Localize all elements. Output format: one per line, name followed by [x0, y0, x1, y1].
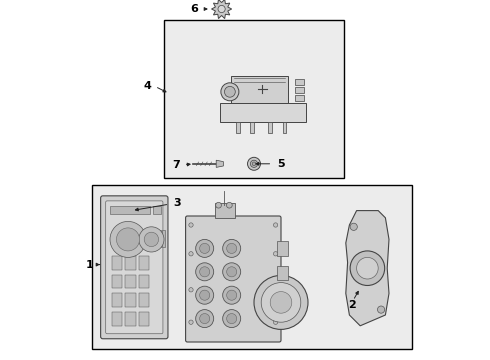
Polygon shape	[212, 0, 232, 19]
Circle shape	[199, 243, 210, 253]
Text: 2: 2	[348, 300, 356, 310]
Polygon shape	[216, 160, 223, 167]
Circle shape	[199, 267, 210, 277]
Circle shape	[227, 243, 237, 253]
Bar	[139, 275, 149, 288]
Bar	[283, 122, 286, 133]
Text: 5: 5	[277, 159, 285, 169]
Bar	[162, 230, 166, 247]
Bar	[220, 103, 306, 122]
Text: 7: 7	[172, 160, 180, 170]
Circle shape	[196, 239, 214, 257]
Circle shape	[224, 86, 235, 97]
Bar	[295, 95, 304, 101]
Circle shape	[270, 292, 292, 313]
Circle shape	[227, 314, 237, 324]
Circle shape	[261, 283, 301, 322]
Bar	[236, 122, 240, 133]
Circle shape	[196, 263, 214, 281]
Circle shape	[117, 228, 140, 251]
Circle shape	[252, 162, 256, 166]
Text: 6: 6	[190, 4, 198, 14]
Bar	[112, 312, 122, 326]
Bar	[231, 76, 288, 103]
Circle shape	[218, 5, 225, 13]
Circle shape	[216, 202, 221, 208]
Bar	[157, 230, 161, 247]
Circle shape	[222, 239, 241, 257]
Circle shape	[222, 263, 241, 281]
Bar	[153, 206, 161, 214]
Bar	[112, 275, 122, 288]
Circle shape	[377, 306, 385, 313]
Bar	[125, 293, 136, 307]
Circle shape	[350, 251, 385, 285]
Bar	[277, 241, 288, 256]
Circle shape	[250, 160, 258, 167]
Circle shape	[110, 221, 146, 257]
Bar	[295, 79, 304, 85]
Circle shape	[189, 252, 193, 256]
Bar	[112, 256, 122, 270]
FancyBboxPatch shape	[106, 201, 163, 334]
Bar	[92, 185, 413, 349]
Circle shape	[189, 288, 193, 292]
Circle shape	[196, 286, 214, 304]
Circle shape	[273, 320, 278, 324]
Bar	[125, 312, 136, 326]
Text: 3: 3	[174, 198, 181, 208]
Circle shape	[139, 227, 164, 252]
Text: 4: 4	[144, 81, 151, 91]
FancyBboxPatch shape	[100, 196, 168, 339]
Bar	[139, 256, 149, 270]
Bar	[277, 266, 288, 280]
Circle shape	[189, 320, 193, 324]
Bar	[139, 312, 149, 326]
Circle shape	[221, 83, 239, 101]
Circle shape	[273, 223, 278, 227]
Circle shape	[350, 223, 357, 230]
Circle shape	[189, 223, 193, 227]
Circle shape	[227, 290, 237, 300]
Circle shape	[254, 275, 308, 329]
Circle shape	[196, 310, 214, 328]
Bar	[139, 293, 149, 307]
Bar	[110, 206, 149, 214]
Bar	[215, 203, 235, 218]
Circle shape	[273, 288, 278, 292]
Circle shape	[226, 202, 232, 208]
Circle shape	[273, 252, 278, 256]
Circle shape	[144, 232, 159, 247]
Text: 1: 1	[85, 260, 93, 270]
Circle shape	[222, 286, 241, 304]
Bar	[164, 20, 344, 178]
Bar	[153, 230, 157, 247]
Circle shape	[247, 157, 261, 170]
Bar	[250, 122, 254, 133]
Circle shape	[199, 290, 210, 300]
Bar	[112, 293, 122, 307]
Circle shape	[357, 257, 378, 279]
Bar	[125, 256, 136, 270]
FancyBboxPatch shape	[186, 216, 281, 342]
Circle shape	[227, 267, 237, 277]
Bar	[295, 87, 304, 93]
Circle shape	[222, 310, 241, 328]
PathPatch shape	[346, 211, 389, 326]
Circle shape	[199, 314, 210, 324]
Bar	[269, 122, 272, 133]
Bar	[125, 275, 136, 288]
